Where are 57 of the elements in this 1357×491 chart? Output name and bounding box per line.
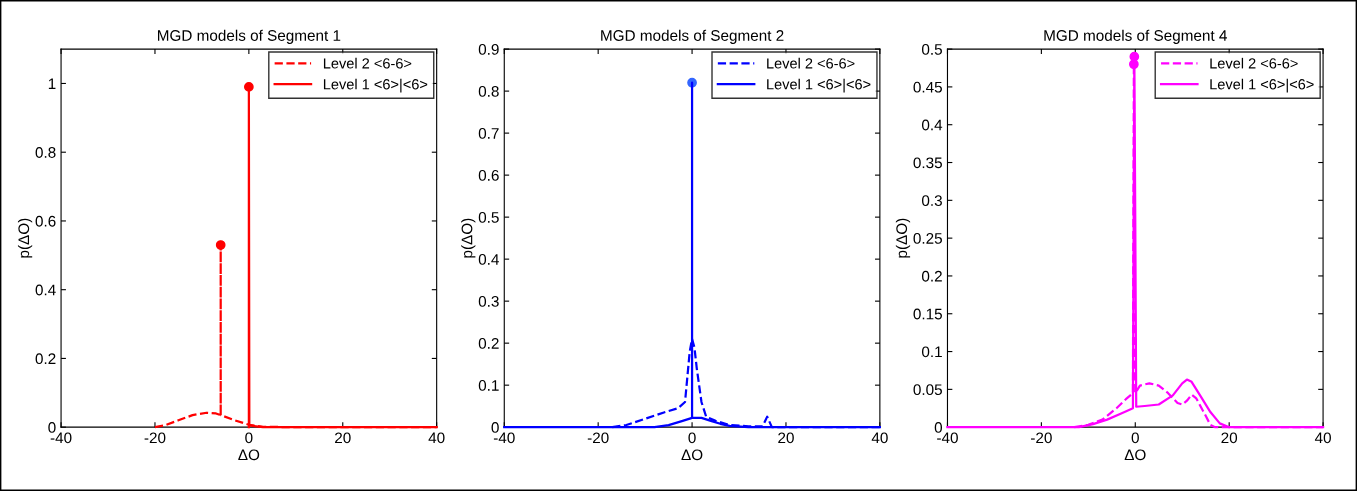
x-tick-label: -40 bbox=[50, 432, 72, 444]
y-tick-label: 0.6 bbox=[478, 169, 499, 181]
y-tick-label: 0.7 bbox=[478, 127, 499, 139]
legend-label: Level 1 <6>|<6> bbox=[767, 78, 871, 93]
x-tick-label: -40 bbox=[493, 432, 515, 444]
x-axis-title: ΔO bbox=[681, 449, 703, 461]
y-tick-label: 0 bbox=[48, 422, 56, 433]
x-tick-label: 40 bbox=[428, 432, 445, 444]
y-tick-label: 0.3 bbox=[478, 296, 499, 307]
y-tick-label: 0.5 bbox=[478, 212, 499, 223]
legend-label: Level 2 <6-6> bbox=[767, 57, 855, 69]
y-tick-label: 0.3 bbox=[921, 195, 942, 207]
chart-title: MGD models of Segment 2 bbox=[601, 29, 784, 44]
y-tick-label: 0.8 bbox=[478, 85, 499, 97]
x-tick-label: -20 bbox=[587, 432, 609, 444]
legend-label: Level 1 <6>|<6> bbox=[1210, 78, 1314, 93]
x-tick-label: 20 bbox=[335, 432, 351, 444]
chart-title: MGD models of Segment 4 bbox=[1044, 29, 1227, 44]
y-tick-label: 0.5 bbox=[921, 43, 942, 55]
y-tick-label: 0.35 bbox=[913, 157, 942, 169]
x-axis-title: ΔO bbox=[238, 449, 260, 461]
y-tick-label: 1 bbox=[48, 78, 56, 90]
y-tick-label: 0.45 bbox=[913, 81, 942, 93]
y-tick-label: 0.1 bbox=[478, 380, 499, 391]
x-tick-label: 20 bbox=[778, 432, 794, 444]
y-tick-label: 0 bbox=[934, 422, 943, 433]
x-tick-label: -40 bbox=[937, 432, 958, 444]
y-tick-label: 0.2 bbox=[35, 353, 56, 365]
legend-label: Level 2 <6-6> bbox=[323, 57, 412, 69]
y-axis-title: p(ΔO) bbox=[461, 218, 476, 258]
x-tick-label: 40 bbox=[1314, 432, 1331, 444]
y-tick-label: 0 bbox=[491, 422, 499, 433]
y-tick-label: 0.2 bbox=[478, 338, 499, 349]
y-tick-label: 0.4 bbox=[478, 254, 499, 265]
x-tick-label: 0 bbox=[245, 432, 253, 444]
chart-title: MGD models of Segment 1 bbox=[157, 29, 341, 44]
y-tick-label: 0.2 bbox=[921, 270, 942, 282]
y-tick-label: 0.4 bbox=[35, 284, 56, 296]
x-tick-label: 0 bbox=[688, 432, 696, 444]
x-tick-label: 0 bbox=[1131, 432, 1139, 444]
y-tick-label: 0.6 bbox=[35, 215, 56, 227]
y-tick-label: 0.9 bbox=[478, 43, 499, 55]
y-tick-label: 0.4 bbox=[921, 119, 943, 131]
legend-label: Level 2 <6-6> bbox=[1210, 57, 1298, 69]
x-tick-label: -20 bbox=[144, 432, 166, 444]
y-axis-title: p(ΔO) bbox=[895, 218, 911, 258]
y-tick-label: 0.15 bbox=[913, 308, 942, 320]
y-tick-label: 0.25 bbox=[913, 233, 942, 244]
y-tick-label: 0.05 bbox=[913, 384, 942, 396]
y-axis-title: p(ΔO) bbox=[17, 218, 33, 258]
x-tick-label: -20 bbox=[1031, 432, 1052, 444]
x-tick-label: 40 bbox=[871, 432, 888, 444]
legend-label: Level 1 <6>|<6> bbox=[323, 78, 428, 93]
y-tick-label: 0.8 bbox=[35, 147, 56, 158]
x-axis-title: ΔO bbox=[1124, 449, 1146, 461]
x-tick-label: 20 bbox=[1221, 432, 1238, 444]
y-tick-label: 0.1 bbox=[921, 346, 942, 358]
